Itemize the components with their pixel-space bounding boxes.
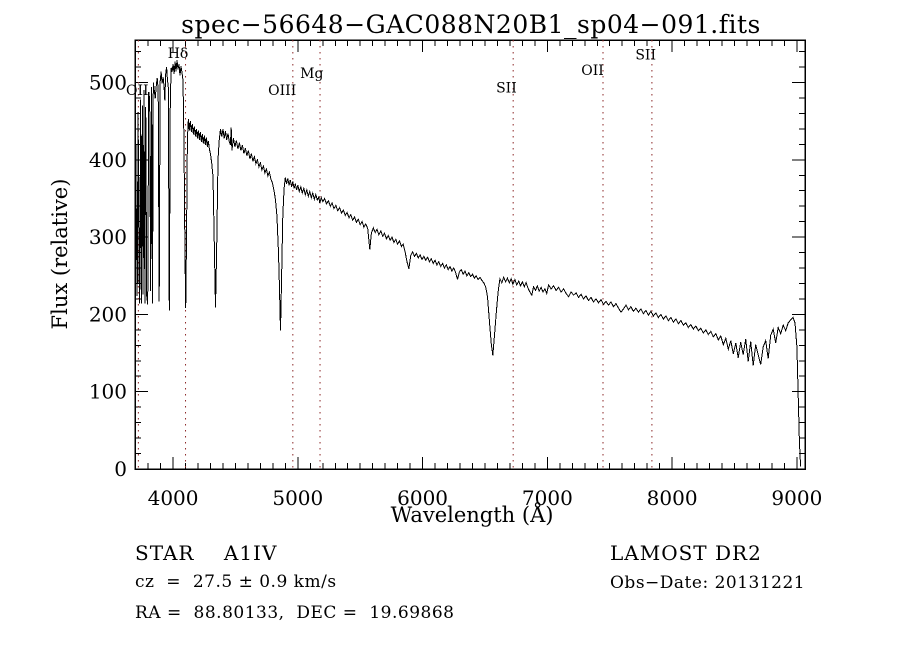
x-tick-labels: 4000 5000 6000 7000 8000 9000	[148, 486, 823, 510]
y-tick-label: 300	[89, 225, 127, 249]
x-tick-label: 6000	[397, 486, 448, 510]
spectral-line-label: SII	[635, 47, 656, 63]
x-tick-label: 7000	[522, 486, 573, 510]
radec-label: RA = 88.80133, DEC = 19.69868	[135, 603, 455, 623]
x-axis-ticks	[135, 40, 798, 469]
spectral-line-label: Hδ	[168, 46, 189, 62]
y-tick-label: 400	[89, 148, 127, 172]
y-tick-labels: 0 100 200 300 400 500	[89, 71, 127, 481]
plot-frame	[134, 39, 806, 470]
cz-label: cz = 27.5 ± 0.9 km/s	[135, 572, 337, 592]
spectral-line-label: SII	[496, 81, 517, 97]
x-tick-label: 8000	[647, 486, 698, 510]
spectral-line-label: OII	[581, 63, 604, 79]
spectral-line-label: OII	[126, 83, 149, 99]
classification-label: STAR A1IV	[135, 541, 278, 565]
spectrum-trace	[135, 60, 802, 467]
x-tick-label: 4000	[148, 486, 199, 510]
x-tick-label: 9000	[771, 486, 822, 510]
y-tick-label: 0	[114, 457, 127, 481]
survey-label: LAMOST DR2	[610, 541, 762, 565]
x-axis-label: Wavelength (Å)	[391, 502, 554, 527]
spectral-line-label: OIII	[268, 83, 296, 99]
plot-title: spec−56648−GAC088N20B1_sp04−091.fits	[181, 10, 761, 39]
obsdate-label: Obs−Date: 20131221	[610, 573, 806, 593]
x-tick-label: 5000	[272, 486, 323, 510]
y-tick-label: 100	[89, 380, 127, 404]
plot-area: 4000 5000 6000 7000 8000 9000 0 100 200 300 400 500…	[89, 39, 823, 510]
y-axis-ticks	[135, 51, 805, 455]
y-tick-label: 200	[89, 302, 127, 326]
spectral-line-label: Mg	[300, 66, 323, 82]
y-tick-label: 500	[89, 71, 127, 95]
y-axis-label: Flux (relative)	[48, 179, 72, 330]
